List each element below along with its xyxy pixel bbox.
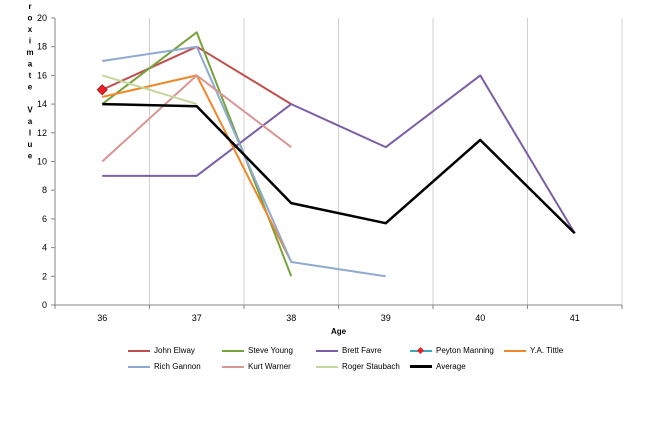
legend-swatch <box>410 346 432 354</box>
x-tick-label: 39 <box>381 313 391 323</box>
legend-item: John Elway <box>128 346 195 355</box>
series-line-kurt-warner <box>101 74 292 163</box>
x-tick-label: 41 <box>570 313 580 323</box>
legend-item: Rich Gannon <box>128 362 201 371</box>
legend-item: Steve Young <box>222 346 293 355</box>
legend-label: John Elway <box>154 346 195 355</box>
legend-label: Roger Staubach <box>342 362 400 371</box>
legend-item: Roger Staubach <box>316 362 400 371</box>
y-tick-label: 20 <box>37 13 47 23</box>
y-tick-label: 6 <box>42 214 47 224</box>
y-axis-title: Approximate Value <box>26 0 35 163</box>
series-line-brett-favre <box>102 74 576 234</box>
legend-label: Rich Gannon <box>154 362 201 371</box>
data-point-marker <box>96 84 108 96</box>
legend-item: Brett Favre <box>316 346 382 355</box>
legend-swatch <box>222 349 244 352</box>
x-axis-title: Age <box>331 327 347 336</box>
legend-label: Peyton Manning <box>436 346 494 355</box>
y-tick-label: 8 <box>42 185 47 195</box>
series-line-average <box>102 102 576 235</box>
legend-label: Brett Favre <box>342 346 382 355</box>
series-line-steve-young <box>101 31 293 277</box>
legend-swatch <box>128 365 150 368</box>
series-line-roger-staubach <box>101 74 198 106</box>
y-tick-label: 2 <box>42 271 47 281</box>
y-tick-label: 14 <box>37 99 47 109</box>
legend-swatch <box>316 365 338 368</box>
legend-swatch <box>128 349 150 352</box>
legend-swatch <box>316 349 338 352</box>
y-tick-label: 16 <box>37 70 47 80</box>
y-tick-label: 4 <box>42 243 47 253</box>
legend-marker <box>416 346 425 354</box>
x-tick-label: 36 <box>97 313 107 323</box>
x-tick-label: 40 <box>475 313 485 323</box>
legend-item: Kurt Warner <box>222 362 291 371</box>
y-tick-label: 0 <box>42 300 47 310</box>
legend-item: Y.A. Tittle <box>504 346 563 355</box>
legend-swatch <box>410 365 432 368</box>
legend-label: Kurt Warner <box>248 362 291 371</box>
x-tick-label: 38 <box>286 313 296 323</box>
legend-swatch <box>504 349 526 352</box>
legend-item: Average <box>410 362 466 371</box>
y-tick-label: 12 <box>37 128 47 138</box>
legend-label: Y.A. Tittle <box>530 346 564 355</box>
legend-label: Average <box>436 362 466 371</box>
y-tick-label: 18 <box>37 42 47 52</box>
legend-label: Steve Young <box>248 346 293 355</box>
y-tick-label: 10 <box>37 157 47 167</box>
x-tick-label: 37 <box>192 313 202 323</box>
legend-item: Peyton Manning <box>410 346 494 355</box>
legend-swatch <box>222 365 244 368</box>
